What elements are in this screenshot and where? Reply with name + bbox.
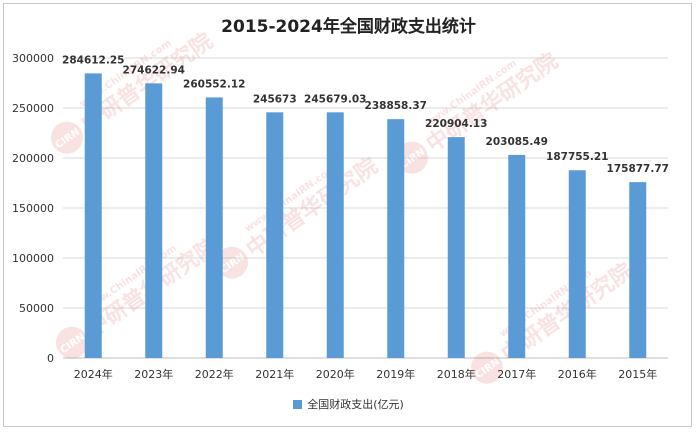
data-label: 274622.94 (123, 64, 185, 76)
data-label: 245673 (253, 93, 297, 105)
bar (568, 170, 586, 358)
data-label: 284612.25 (62, 54, 124, 66)
x-tick-label: 2017年 (497, 367, 536, 381)
data-label: 220904.13 (425, 118, 487, 130)
bar (629, 182, 647, 358)
x-tick-label: 2015年 (618, 367, 657, 381)
data-label: 203085.49 (486, 136, 548, 148)
x-tick-label: 2022年 (195, 367, 234, 381)
data-label: 260552.12 (183, 78, 245, 90)
watermark-logo (50, 121, 83, 154)
watermark-logo (215, 246, 248, 279)
bar (84, 73, 102, 358)
data-label: 175877.77 (607, 163, 669, 175)
y-tick-label: 300000 (12, 52, 54, 65)
chart-title: 2015-2024年全国财政支出统计 (221, 17, 476, 37)
bar (266, 112, 284, 359)
data-label: 187755.21 (546, 151, 608, 163)
x-tick-label: 2018年 (437, 367, 476, 381)
bar (145, 83, 163, 358)
watermark-logo (470, 351, 503, 384)
y-tick-label: 0 (47, 352, 54, 365)
y-tick-label: 250000 (12, 102, 54, 115)
legend: 全国财政支出(亿元) (0, 396, 697, 412)
bar (387, 119, 405, 358)
x-tick-label: 2019年 (376, 367, 415, 381)
x-axis-labels: 2024年 2023年 2022年 2021年 2020年 2019年 2018年 2017年… (74, 367, 658, 381)
y-tick-label: 200000 (12, 152, 54, 165)
grid-lines (63, 57, 668, 359)
x-tick-label: 2020年 (316, 367, 355, 381)
legend-swatch (293, 399, 303, 409)
y-tick-label: 100000 (12, 252, 54, 265)
bar (326, 112, 344, 358)
watermark-logo (55, 326, 88, 359)
data-label: 245679.03 (304, 93, 366, 105)
y-axis-labels: 0 50000 100000 150000 200000 250000 300000 (12, 52, 54, 365)
x-tick-label: 2023年 (134, 367, 173, 381)
legend-label: 全国财政支出(亿元) (307, 398, 404, 411)
y-tick-label: 50000 (19, 302, 54, 315)
x-tick-label: 2024年 (74, 367, 113, 381)
x-tick-label: 2016年 (558, 367, 597, 381)
bar (508, 154, 526, 358)
x-tick-label: 2021年 (255, 367, 294, 381)
data-label: 238858.37 (365, 100, 427, 112)
bars (84, 73, 647, 359)
bar (205, 97, 223, 359)
y-tick-label: 150000 (12, 202, 54, 215)
bar (447, 137, 465, 358)
